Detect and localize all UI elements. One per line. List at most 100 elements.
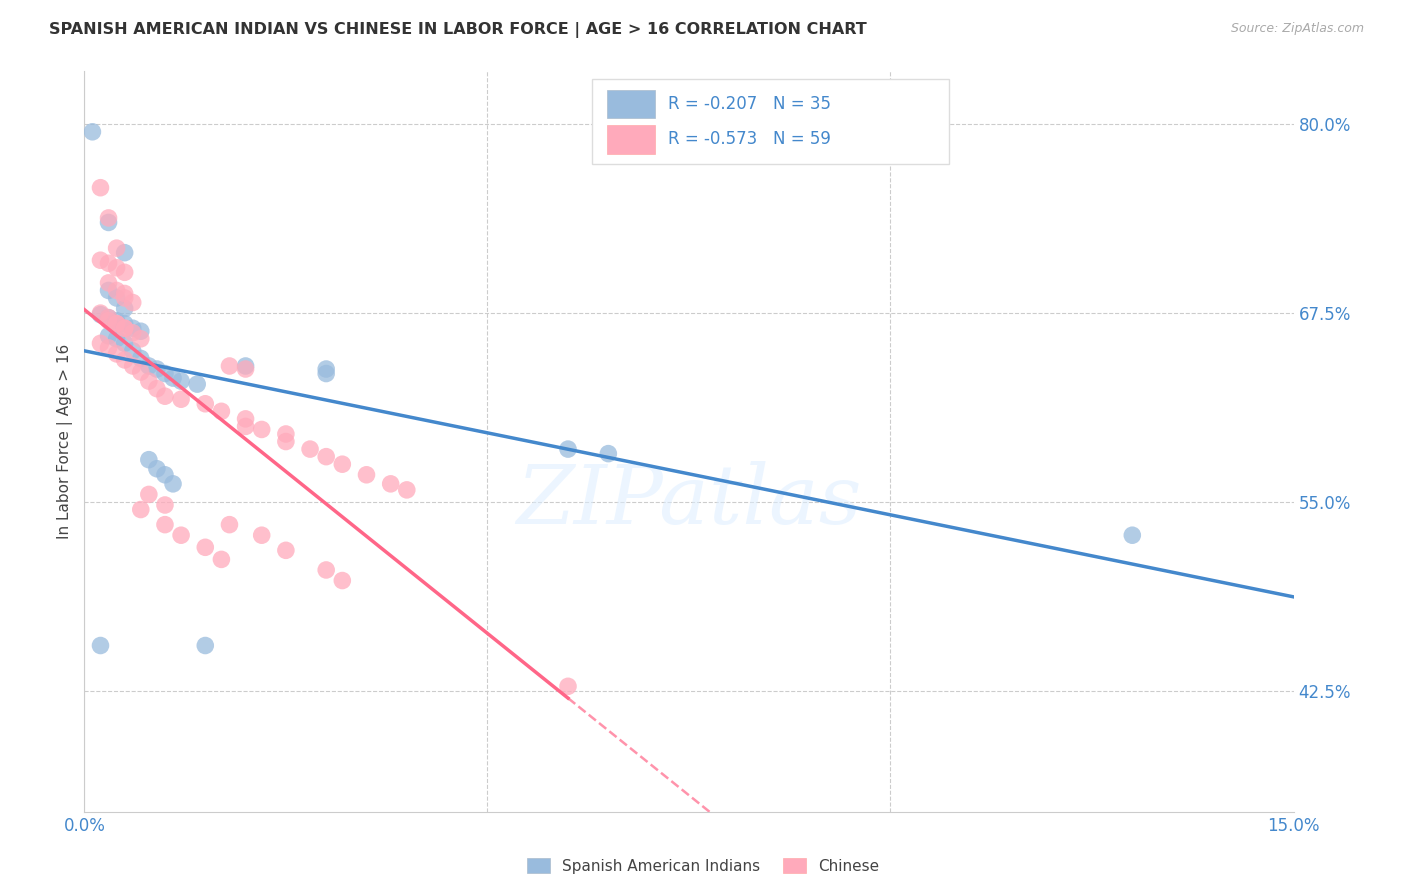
Text: R = -0.207   N = 35: R = -0.207 N = 35 [668, 95, 831, 113]
Point [89, 639, 111, 653]
Point [105, 317, 128, 331]
Text: SPANISH AMERICAN INDIAN VS CHINESE IN LABOR FORCE | AGE > 16 CORRELATION CHART: SPANISH AMERICAN INDIAN VS CHINESE IN LA… [49, 22, 868, 38]
Point [218, 359, 240, 373]
Point [105, 313, 128, 327]
Point [153, 467, 176, 482]
Text: Source: ZipAtlas.com: Source: ZipAtlas.com [1230, 22, 1364, 36]
Point [114, 321, 136, 335]
Point [162, 371, 184, 385]
Point [194, 397, 217, 411]
Point [380, 476, 402, 491]
Point [129, 351, 152, 366]
Point [274, 543, 297, 558]
Point [315, 362, 337, 376]
Point [395, 483, 418, 497]
Point [330, 574, 353, 588]
Point [89, 308, 111, 322]
Point [105, 241, 128, 255]
Point [82, 125, 104, 139]
Point [121, 321, 143, 335]
Point [105, 347, 128, 361]
Point [598, 447, 620, 461]
Point [97, 215, 120, 229]
Point [97, 284, 120, 298]
Point [114, 301, 136, 316]
Point [97, 313, 120, 327]
Point [97, 276, 120, 290]
Y-axis label: In Labor Force | Age > 16: In Labor Force | Age > 16 [58, 344, 73, 539]
Point [557, 442, 579, 456]
Point [114, 291, 136, 305]
Point [315, 563, 337, 577]
Point [315, 367, 337, 381]
Point [170, 374, 193, 388]
Point [557, 679, 579, 693]
Point [105, 291, 128, 305]
Point [114, 317, 136, 331]
Point [299, 442, 322, 456]
Point [235, 359, 257, 373]
Point [274, 434, 297, 449]
Point [129, 324, 152, 338]
Point [138, 452, 160, 467]
Point [105, 260, 128, 275]
Point [105, 284, 128, 298]
Point [153, 367, 176, 381]
FancyBboxPatch shape [607, 90, 655, 118]
Point [153, 517, 176, 532]
Point [97, 310, 120, 325]
Point [138, 487, 160, 501]
Point [218, 517, 240, 532]
Point [170, 392, 193, 407]
Point [121, 343, 143, 358]
Point [250, 528, 273, 542]
Point [89, 336, 111, 351]
Point [194, 541, 217, 555]
Point [209, 552, 232, 566]
Point [194, 639, 217, 653]
Point [105, 317, 128, 331]
Point [274, 427, 297, 442]
Point [114, 321, 136, 335]
Point [235, 412, 257, 426]
Point [97, 328, 120, 343]
Point [153, 498, 176, 512]
FancyBboxPatch shape [607, 126, 655, 153]
Point [129, 502, 152, 516]
Point [153, 389, 176, 403]
Point [97, 310, 120, 325]
Point [89, 180, 111, 194]
Text: ZIPatlas: ZIPatlas [516, 461, 862, 541]
Point [89, 306, 111, 320]
Point [114, 353, 136, 368]
Text: R = -0.573   N = 59: R = -0.573 N = 59 [668, 130, 831, 148]
Point [97, 341, 120, 355]
Point [235, 419, 257, 434]
Point [1121, 528, 1143, 542]
Point [121, 326, 143, 340]
Point [97, 211, 120, 225]
Point [330, 457, 353, 471]
Point [356, 467, 378, 482]
Point [146, 362, 169, 376]
Point [97, 256, 120, 270]
Point [105, 332, 128, 346]
Point [170, 528, 193, 542]
Point [121, 295, 143, 310]
Point [146, 382, 169, 396]
Point [121, 359, 143, 373]
Point [129, 332, 152, 346]
Point [138, 359, 160, 373]
Point [89, 253, 111, 268]
Point [186, 377, 208, 392]
Point [114, 265, 136, 279]
FancyBboxPatch shape [592, 78, 949, 164]
Point [235, 362, 257, 376]
Point [114, 245, 136, 260]
Point [129, 365, 152, 379]
Point [146, 461, 169, 475]
Point [250, 422, 273, 436]
Point [114, 336, 136, 351]
Legend: Spanish American Indians, Chinese: Spanish American Indians, Chinese [520, 852, 886, 880]
Point [138, 374, 160, 388]
